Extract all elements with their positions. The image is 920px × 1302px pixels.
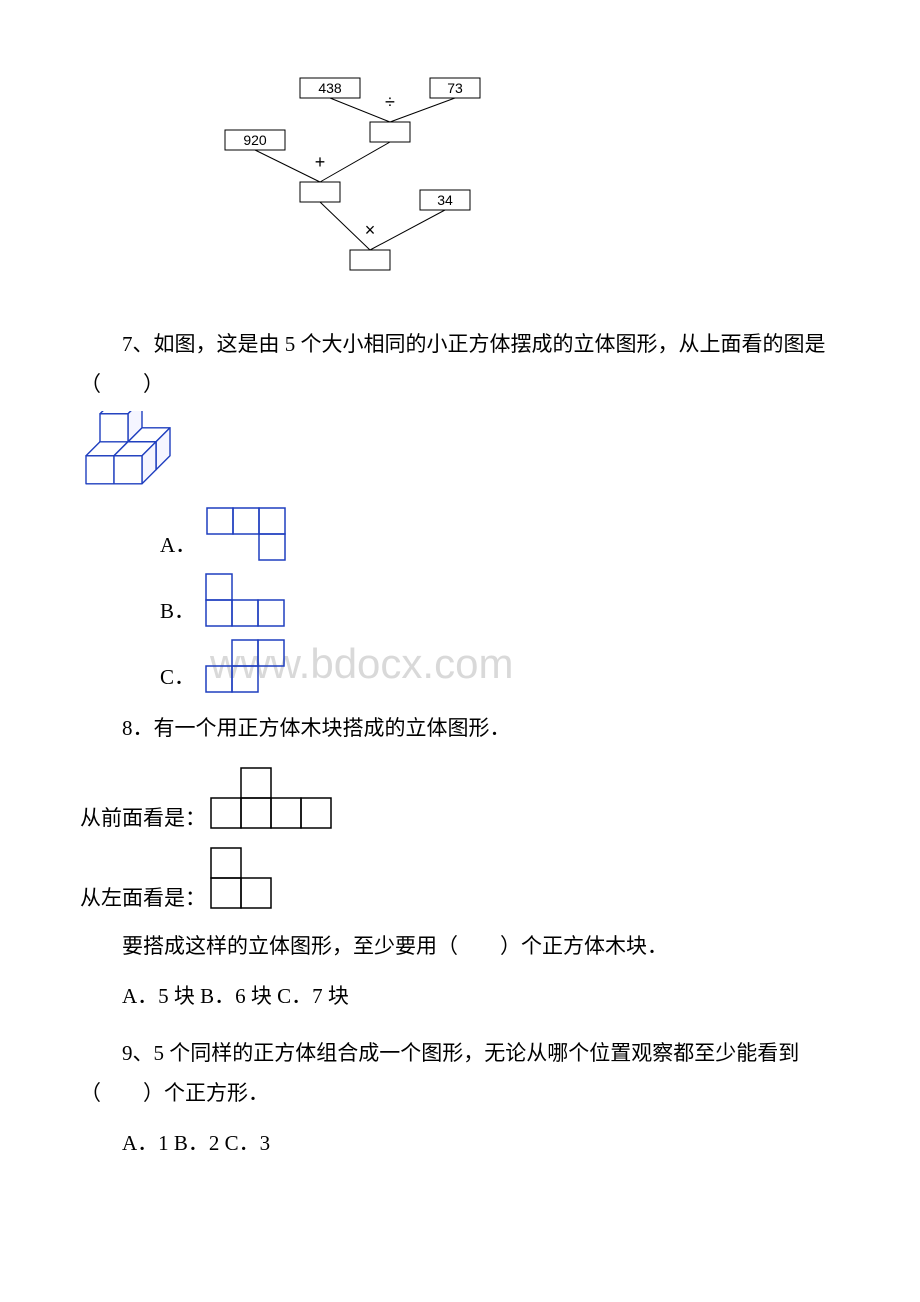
- q7-option-c-label: C．: [160, 661, 195, 691]
- q7-option-a-label: A．: [160, 529, 196, 559]
- svg-text:34: 34: [437, 192, 453, 208]
- svg-text:×: ×: [365, 220, 376, 240]
- q7-option-a: A．: [160, 507, 840, 561]
- q8-line1: 8．有一个用正方体木块搭成的立体图形．: [80, 709, 840, 749]
- q7-text: 7、如图，这是由 5 个大小相同的小正方体摆成的立体图形，从上面看的图是（ ）: [80, 325, 840, 405]
- q7-option-c: C．: [160, 639, 840, 693]
- q8-left-shape: [210, 847, 272, 909]
- cube-3d-svg: [80, 411, 181, 495]
- q7-option-a-shape: [206, 507, 286, 561]
- q8-front-row: 从前面看是：: [80, 767, 840, 829]
- q9-text: 9、5 个同样的正方体组合成一个图形，无论从哪个位置观察都至少能看到（ ）个正方…: [80, 1034, 840, 1114]
- q8-front-label: 从前面看是：: [80, 808, 206, 829]
- q8-left-label: 从左面看是：: [80, 888, 206, 909]
- svg-text:÷: ÷: [385, 92, 395, 112]
- q8-line2: 要搭成这样的立体图形，至少要用（ ）个正方体木块．: [80, 927, 840, 967]
- q7-option-b: B．: [160, 573, 840, 627]
- svg-text:438: 438: [318, 80, 342, 96]
- q7-option-b-shape: [205, 573, 285, 627]
- svg-text:73: 73: [447, 80, 463, 96]
- q8-answers: A．5 块 B．6 块 C．7 块: [80, 977, 840, 1017]
- svg-text:920: 920: [243, 132, 267, 148]
- arithmetic-tree-diagram: ÷ + × 438 73 920 34: [170, 60, 840, 285]
- q7-cube-figure: [80, 411, 840, 495]
- svg-text:+: +: [315, 152, 326, 172]
- q7-option-b-label: B．: [160, 595, 195, 625]
- q7-option-c-shape: [205, 639, 285, 693]
- q9-answers: A．1 B．2 C．3: [80, 1124, 840, 1164]
- q8-left-row: 从左面看是：: [80, 847, 840, 909]
- tree-svg: ÷ + × 438 73 920 34: [170, 60, 500, 285]
- q8-front-shape: [210, 767, 332, 829]
